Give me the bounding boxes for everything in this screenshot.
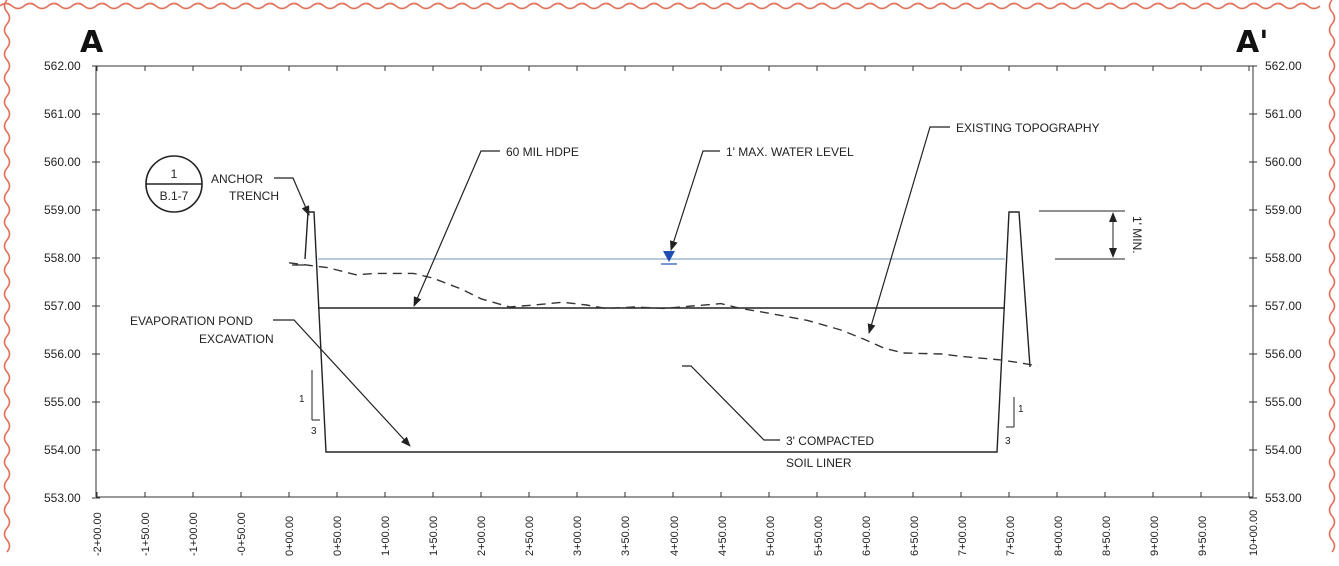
existing-topography-line bbox=[288, 262, 1038, 367]
elev-label-left: 561.00 bbox=[44, 107, 81, 121]
station-label: 8+50.00 bbox=[1101, 516, 1113, 556]
section-label-left: A bbox=[80, 25, 104, 60]
station-label: 0+50.00 bbox=[332, 516, 344, 556]
station-label: 2+50.00 bbox=[524, 516, 536, 556]
elev-label-left: 554.00 bbox=[44, 443, 81, 457]
elev-label-right: 562.00 bbox=[1265, 59, 1302, 73]
elev-label-right: 554.00 bbox=[1265, 443, 1302, 457]
elev-label-left: 558.00 bbox=[44, 251, 81, 265]
station-label: 5+50.00 bbox=[813, 516, 825, 556]
elev-label-left: 556.00 bbox=[44, 347, 81, 361]
hdpe-leader bbox=[413, 150, 500, 307]
existing-topography-label: EXISTING TOPOGRAPHY bbox=[956, 121, 1100, 135]
station-label: 2+00.00 bbox=[476, 516, 488, 556]
slope-left-rise: 1 bbox=[299, 394, 305, 405]
water-level-label: 1' MAX. WATER LEVEL bbox=[726, 145, 854, 159]
water-level-marker-icon bbox=[663, 251, 675, 262]
elev-label-left: 559.00 bbox=[44, 203, 81, 217]
excavation-leader bbox=[273, 319, 411, 447]
elev-label-right: 559.00 bbox=[1265, 203, 1302, 217]
torn-border-right bbox=[1328, 0, 1336, 553]
elev-label-right: 560.00 bbox=[1265, 155, 1302, 169]
elev-label-right: 556.00 bbox=[1265, 347, 1302, 361]
slope-right-run: 3 bbox=[1005, 436, 1011, 447]
freeboard-arrow-down bbox=[1109, 248, 1117, 258]
torn-border-top bbox=[0, 2, 1321, 10]
detail-callout-sheet: B.1-7 bbox=[160, 189, 189, 203]
elev-label-right: 558.00 bbox=[1265, 251, 1302, 265]
station-label: 5+00.00 bbox=[765, 516, 777, 556]
detail-callout-number: 1 bbox=[171, 167, 178, 181]
station-label: 1+50.00 bbox=[428, 516, 440, 556]
station-label: 9+50.00 bbox=[1197, 516, 1209, 556]
slope-left-run: 3 bbox=[311, 426, 317, 437]
elev-label-right: 555.00 bbox=[1265, 395, 1302, 409]
station-label: -1+50.00 bbox=[140, 512, 152, 556]
station-label: -2+00.00 bbox=[92, 512, 104, 556]
existing-topography-leader bbox=[867, 126, 950, 334]
station-label: -1+00.00 bbox=[188, 512, 200, 556]
station-label: -0+50.00 bbox=[236, 512, 248, 556]
station-label: 1+00.00 bbox=[380, 516, 392, 556]
excavation-label-line2: EXCAVATION bbox=[199, 332, 274, 346]
elev-label-right: 561.00 bbox=[1265, 107, 1302, 121]
soil-liner-leader bbox=[682, 365, 780, 441]
axis-ticks bbox=[92, 65, 1257, 499]
station-label: 6+50.00 bbox=[909, 516, 921, 556]
elev-label-right: 557.00 bbox=[1265, 299, 1302, 313]
elev-label-left: 555.00 bbox=[44, 395, 81, 409]
torn-border-left bbox=[3, 0, 11, 553]
station-label: 4+00.00 bbox=[669, 516, 681, 556]
elev-label-left: 553.00 bbox=[44, 491, 81, 505]
freeboard-arrow-up bbox=[1109, 212, 1117, 222]
anchor-trench-label-line2: TRENCH bbox=[229, 189, 279, 203]
station-label: 0+00.00 bbox=[284, 516, 296, 556]
section-label-right: A' bbox=[1236, 25, 1268, 60]
station-label: 3+00.00 bbox=[572, 516, 584, 556]
station-label: 8+00.00 bbox=[1053, 516, 1065, 556]
station-label: 10+00.00 bbox=[1248, 510, 1260, 556]
anchor-trench-leader bbox=[274, 177, 310, 216]
anchor-trench-label-line1: ANCHOR bbox=[211, 172, 263, 186]
soil-liner-label-line2: SOIL LINER bbox=[786, 456, 852, 470]
elev-label-left: 557.00 bbox=[44, 299, 81, 313]
station-label: 9+00.00 bbox=[1149, 516, 1161, 556]
freeboard-label: 1' MIN. bbox=[1130, 216, 1144, 254]
excavation-label-line1: EVAPORATION POND bbox=[130, 314, 253, 328]
station-label: 7+00.00 bbox=[957, 516, 969, 556]
elev-label-left: 560.00 bbox=[44, 155, 81, 169]
elev-label-left: 562.00 bbox=[44, 59, 81, 73]
hdpe-label: 60 MIL HDPE bbox=[506, 145, 579, 159]
station-label: 4+50.00 bbox=[717, 516, 729, 556]
station-label: 6+00.00 bbox=[861, 516, 873, 556]
slope-right-rise: 1 bbox=[1018, 404, 1024, 415]
soil-liner-label-line1: 3' COMPACTED bbox=[786, 434, 874, 448]
station-label: 3+50.00 bbox=[620, 516, 632, 556]
elev-label-right: 553.00 bbox=[1265, 491, 1302, 505]
station-label: 7+50.00 bbox=[1005, 516, 1017, 556]
water-level-leader bbox=[669, 150, 720, 251]
